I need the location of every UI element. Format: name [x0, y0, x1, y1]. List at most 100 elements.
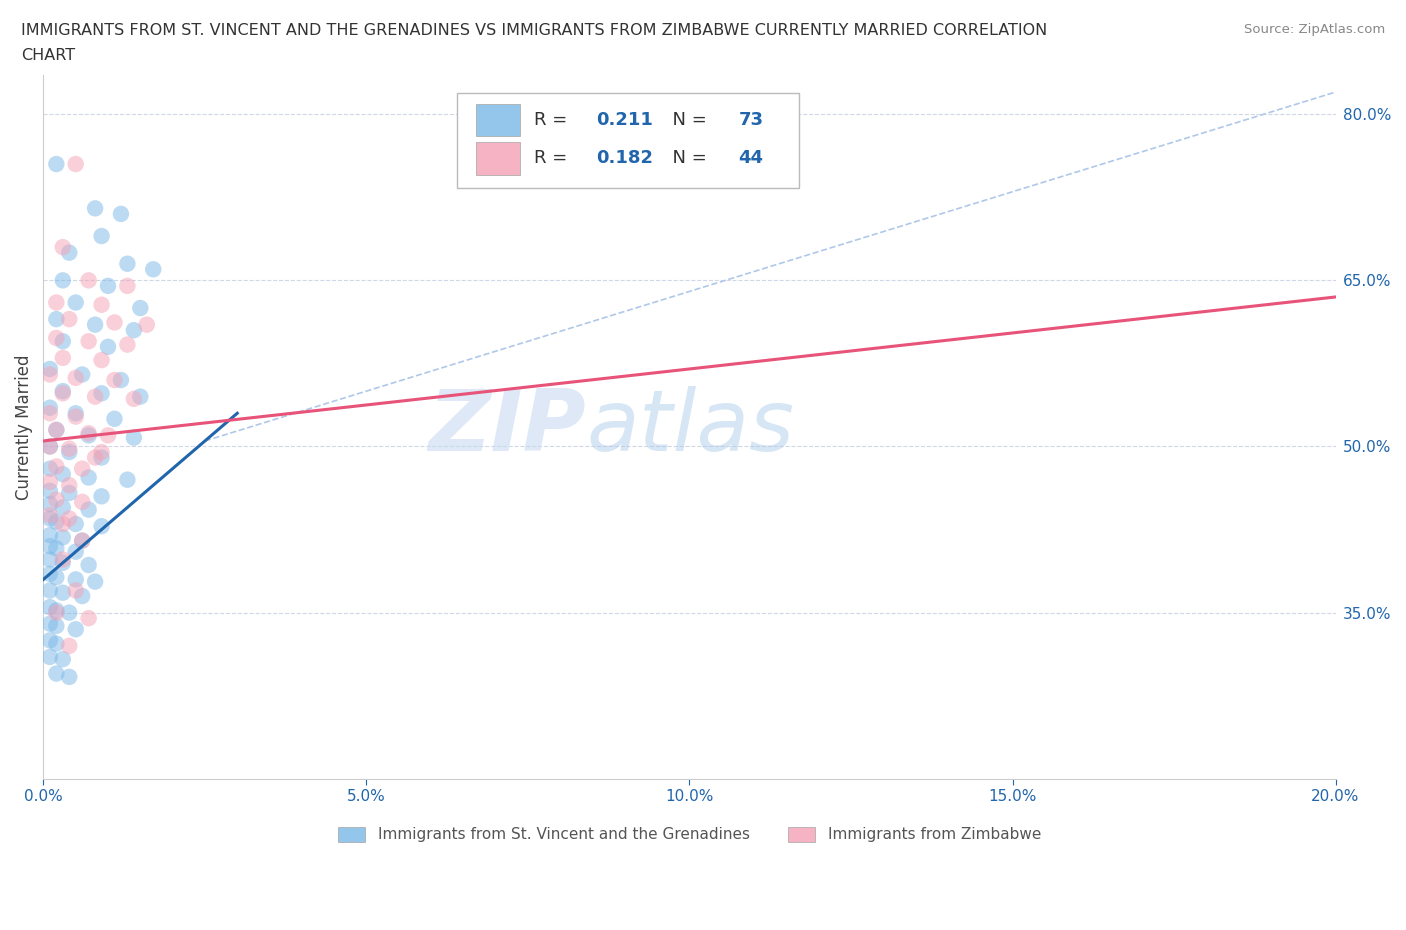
- Point: [38, 405, 60, 420]
- Point: [52, 530, 75, 545]
- Point: [117, 257, 139, 272]
- Point: [45, 541, 67, 556]
- Point: [58, 670, 80, 684]
- Point: [45, 312, 67, 326]
- Point: [65, 405, 87, 420]
- Point: [52, 467, 75, 482]
- Point: [58, 441, 80, 456]
- Point: [77, 426, 100, 441]
- Point: [58, 478, 80, 493]
- Point: [52, 652, 75, 667]
- Point: [117, 472, 139, 487]
- Point: [45, 666, 67, 681]
- Point: [77, 611, 100, 626]
- Point: [38, 649, 60, 664]
- Text: 73: 73: [738, 111, 763, 128]
- Point: [65, 583, 87, 598]
- Point: [45, 330, 67, 345]
- Point: [38, 600, 60, 615]
- Point: [70, 589, 93, 604]
- Point: [77, 272, 100, 287]
- Y-axis label: Currently Married: Currently Married: [15, 354, 32, 499]
- Legend: Immigrants from St. Vincent and the Grenadines, Immigrants from Zimbabwe: Immigrants from St. Vincent and the Gren…: [332, 821, 1047, 848]
- Point: [45, 422, 67, 437]
- Point: [103, 373, 125, 388]
- Point: [52, 240, 75, 255]
- Point: [38, 552, 60, 567]
- Point: [90, 298, 112, 312]
- Point: [45, 618, 67, 633]
- Text: N =: N =: [661, 111, 713, 128]
- Point: [84, 574, 107, 589]
- Point: [58, 246, 80, 260]
- Point: [45, 492, 67, 507]
- Point: [122, 392, 145, 406]
- Point: [38, 617, 60, 631]
- Point: [52, 272, 75, 287]
- Point: [52, 386, 75, 401]
- Point: [110, 206, 132, 221]
- Point: [117, 278, 139, 293]
- Point: [117, 338, 139, 352]
- Point: [110, 373, 132, 388]
- Point: [90, 519, 112, 534]
- Point: [65, 516, 87, 531]
- Point: [45, 603, 67, 618]
- Text: R =: R =: [534, 150, 574, 167]
- Point: [77, 428, 100, 443]
- FancyBboxPatch shape: [477, 142, 520, 175]
- Point: [65, 572, 87, 587]
- Point: [38, 461, 60, 476]
- FancyBboxPatch shape: [477, 103, 520, 136]
- Point: [45, 514, 67, 529]
- Point: [38, 508, 60, 523]
- Point: [58, 485, 80, 500]
- Text: 0.211: 0.211: [596, 111, 654, 128]
- Point: [70, 533, 93, 548]
- Point: [65, 370, 87, 385]
- Point: [129, 300, 152, 315]
- Point: [70, 495, 93, 510]
- Point: [103, 411, 125, 426]
- Point: [84, 450, 107, 465]
- Point: [122, 431, 145, 445]
- Point: [97, 278, 120, 293]
- Point: [38, 566, 60, 581]
- Point: [38, 538, 60, 553]
- Point: [84, 390, 107, 405]
- Point: [52, 351, 75, 365]
- Point: [58, 312, 80, 326]
- Point: [103, 315, 125, 330]
- Point: [52, 384, 75, 399]
- Point: [90, 229, 112, 244]
- Text: Source: ZipAtlas.com: Source: ZipAtlas.com: [1244, 23, 1385, 36]
- Point: [90, 445, 112, 459]
- Point: [52, 516, 75, 531]
- Point: [38, 633, 60, 648]
- Point: [38, 474, 60, 489]
- Point: [65, 156, 87, 171]
- Point: [70, 461, 93, 476]
- Text: 0.182: 0.182: [596, 150, 654, 167]
- Text: atlas: atlas: [586, 386, 794, 469]
- Point: [90, 386, 112, 401]
- Point: [52, 552, 75, 567]
- Point: [90, 489, 112, 504]
- Point: [97, 339, 120, 354]
- Point: [84, 317, 107, 332]
- Point: [65, 544, 87, 559]
- Text: 44: 44: [738, 150, 763, 167]
- Point: [38, 367, 60, 382]
- Point: [38, 400, 60, 415]
- Point: [52, 585, 75, 600]
- Point: [142, 262, 165, 277]
- Point: [38, 439, 60, 454]
- Point: [135, 317, 157, 332]
- Point: [65, 295, 87, 310]
- Point: [38, 512, 60, 526]
- Point: [90, 352, 112, 367]
- Point: [65, 409, 87, 424]
- Point: [58, 605, 80, 620]
- Text: IMMIGRANTS FROM ST. VINCENT AND THE GRENADINES VS IMMIGRANTS FROM ZIMBABWE CURRE: IMMIGRANTS FROM ST. VINCENT AND THE GREN…: [21, 23, 1047, 38]
- Point: [77, 470, 100, 485]
